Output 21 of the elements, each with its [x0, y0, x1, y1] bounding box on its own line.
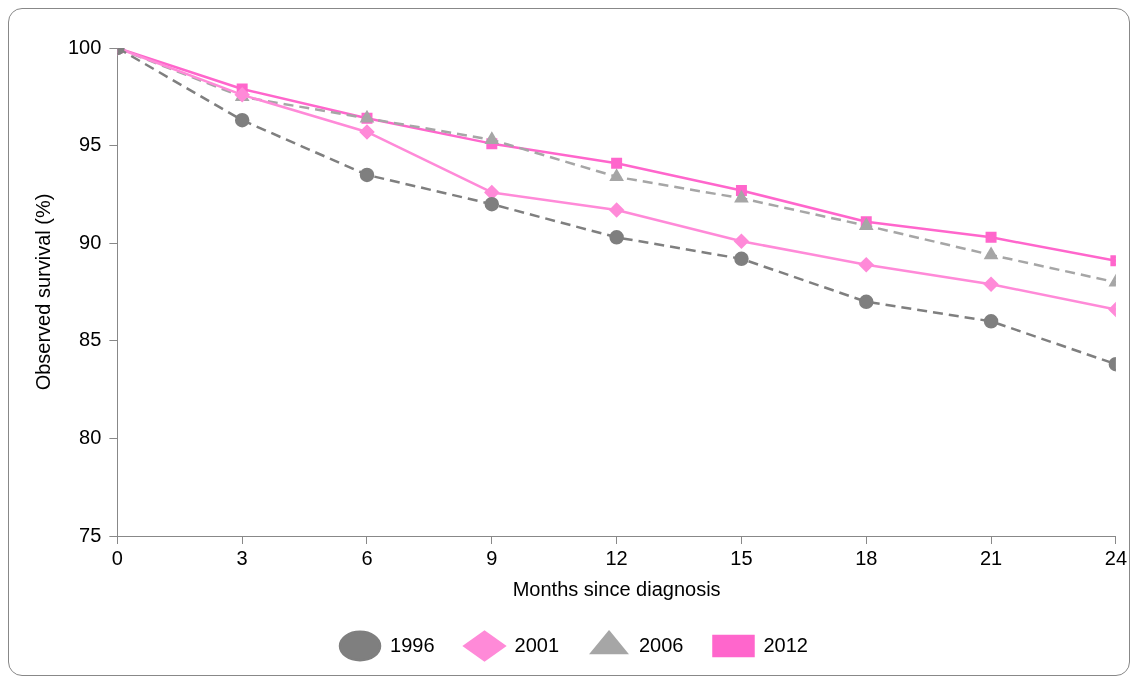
x-tick-label: 6 — [361, 546, 373, 569]
x-tick-label: 12 — [605, 546, 628, 569]
y-tick-label: 80 — [79, 425, 102, 448]
legend-label: 2001 — [514, 633, 560, 656]
x-tick-label: 9 — [486, 546, 498, 569]
y-axis-title: Observed survival (%) — [31, 193, 54, 391]
legend-label: 2006 — [639, 633, 684, 656]
y-tick-label: 100 — [67, 35, 102, 58]
x-tick-label: 3 — [236, 546, 248, 569]
x-tick-label: 0 — [111, 546, 123, 569]
legend-label: 1996 — [390, 633, 435, 656]
y-tick-label: 85 — [79, 328, 102, 351]
x-tick-label: 15 — [730, 546, 753, 569]
x-axis-title: Months since diagnosis — [512, 577, 721, 600]
x-tick-label: 24 — [1104, 546, 1127, 569]
x-tick-label: 18 — [855, 546, 878, 569]
legend-label: 2012 — [763, 633, 808, 656]
y-tick-label: 75 — [79, 523, 102, 546]
y-tick-label: 90 — [79, 230, 102, 253]
x-tick-label: 21 — [979, 546, 1003, 569]
y-tick-label: 95 — [79, 133, 102, 156]
